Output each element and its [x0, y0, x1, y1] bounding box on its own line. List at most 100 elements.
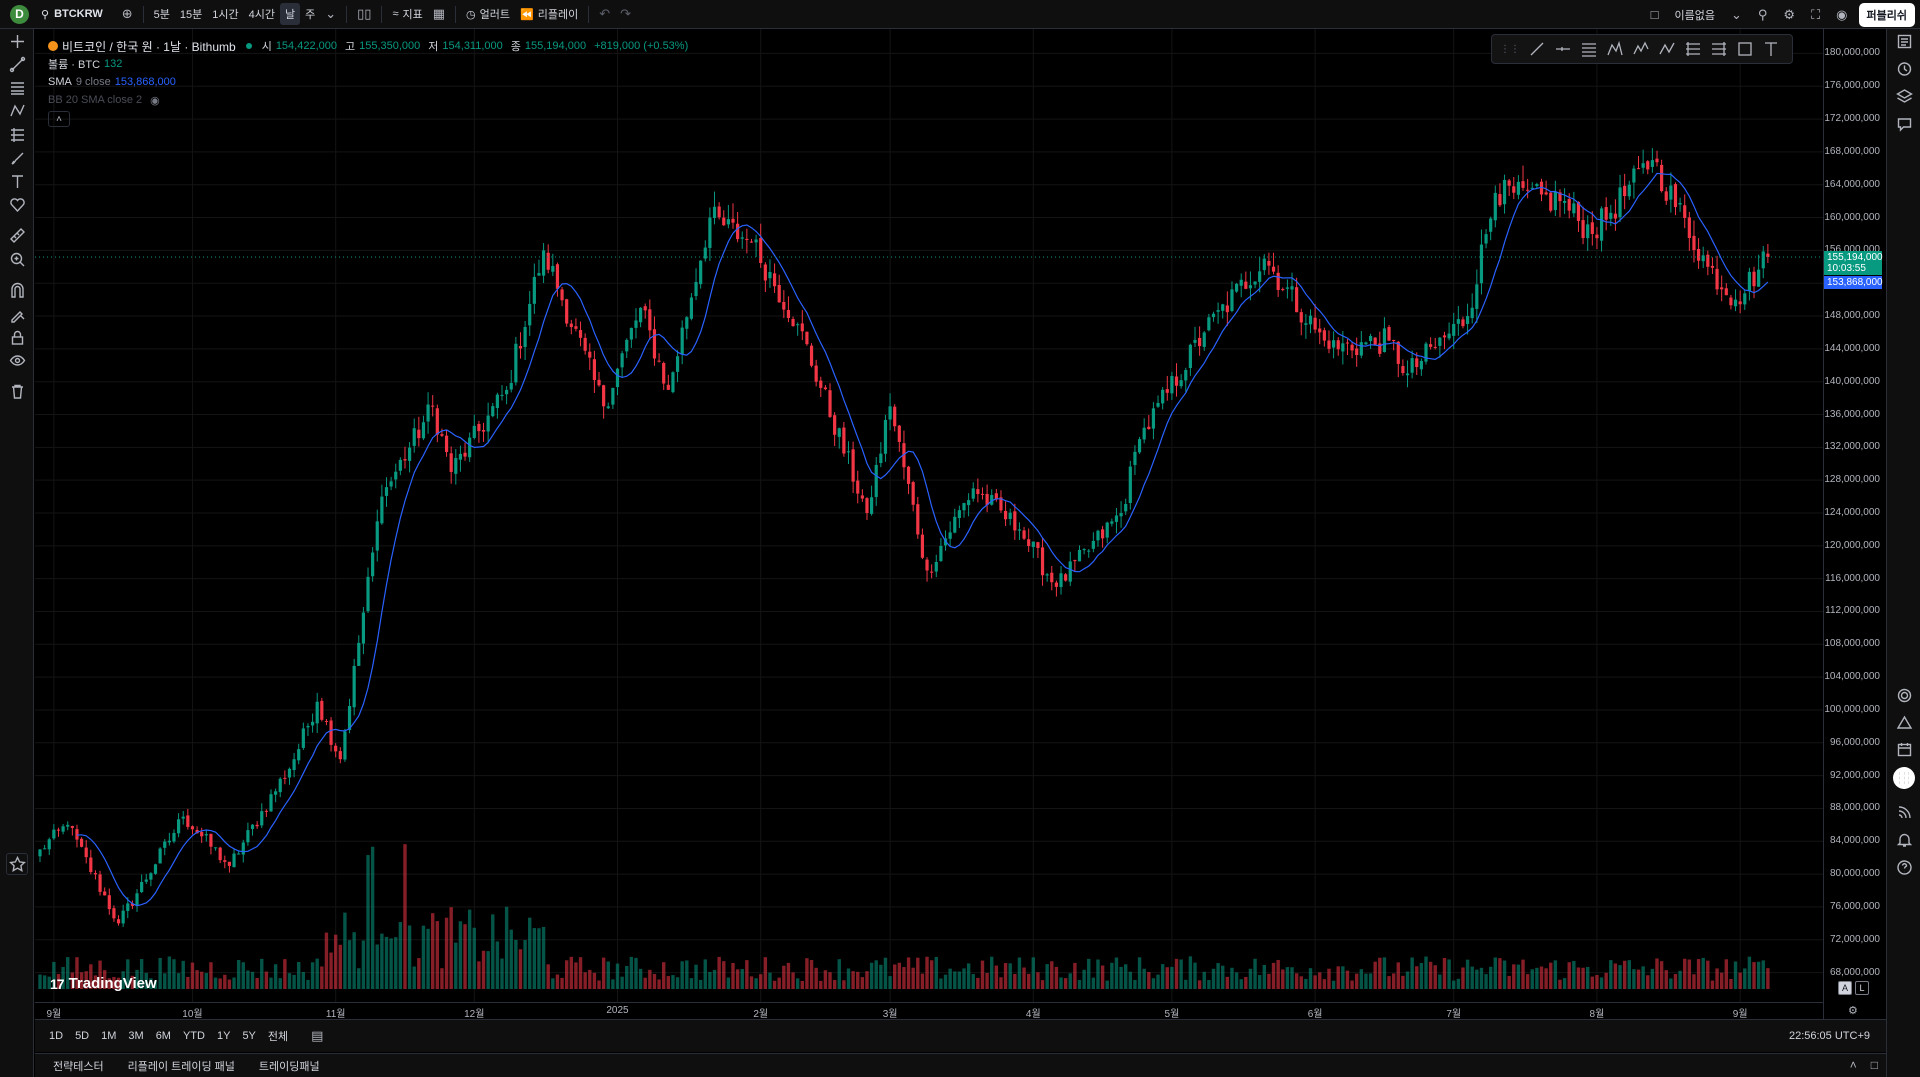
alarm-clock-icon[interactable]: [1896, 60, 1913, 77]
ideas-icon[interactable]: [1896, 714, 1913, 731]
symbol-search[interactable]: ⚲ BTCKRW: [41, 8, 103, 21]
goto-date-icon[interactable]: ▤: [311, 1028, 324, 1043]
range-ytd[interactable]: YTD: [182, 1030, 205, 1042]
range-all[interactable]: 전체: [267, 1031, 289, 1043]
horizontal-ray-icon[interactable]: [1554, 40, 1572, 58]
layout-grid-icon[interactable]: ▦: [432, 6, 446, 21]
range-3m[interactable]: 3M: [128, 1030, 144, 1042]
crosshair-icon[interactable]: [9, 33, 26, 50]
eye-icon[interactable]: [9, 352, 26, 369]
volume-bar: [1248, 968, 1253, 989]
heart-icon[interactable]: [9, 196, 26, 213]
interval-1h[interactable]: 1시간: [212, 9, 239, 21]
compare-symbol-icon[interactable]: ⊕: [121, 6, 133, 21]
trash-icon[interactable]: [9, 383, 26, 400]
tab-strategy-tester[interactable]: 전략테스터: [53, 1060, 104, 1073]
range-5d[interactable]: 5D: [75, 1030, 90, 1042]
publish-button[interactable]: 퍼블리쉬: [1858, 2, 1915, 27]
maximize-panel-icon[interactable]: □: [1870, 1058, 1878, 1072]
chevron-up-icon[interactable]: ˄: [1849, 1058, 1857, 1072]
time-axis[interactable]: 9월 10월 11월 12월 2025 2월 3월 4월 5월 6월 7월 8월 9월: [35, 1002, 1823, 1020]
axis-settings-icon[interactable]: ⚙: [1848, 1005, 1858, 1017]
pitchfork-icon[interactable]: [1606, 40, 1624, 58]
volume-bar: [1170, 966, 1174, 989]
volume-bar: [227, 979, 232, 989]
camera-icon[interactable]: ◉: [1836, 6, 1848, 22]
indicators-button[interactable]: ≈ 지표: [392, 8, 423, 21]
range-6m[interactable]: 6M: [155, 1030, 171, 1042]
tab-replay-trading[interactable]: 리플레이 트레이딩 패널: [127, 1060, 235, 1073]
drag-handle-icon[interactable]: ⋮⋮: [1500, 43, 1520, 55]
quick-search-icon[interactable]: ⚲: [1757, 6, 1768, 22]
fib-channel-icon[interactable]: [1684, 40, 1702, 58]
trendline-icon[interactable]: [9, 56, 26, 73]
fib-retracement-icon[interactable]: [9, 79, 26, 96]
volume-legend-row[interactable]: 볼륨 · BTC 132: [48, 55, 692, 73]
broadcast-icon[interactable]: [1896, 804, 1913, 821]
interval-4h[interactable]: 4시간: [248, 9, 275, 21]
auto-scale-button[interactable]: A: [1838, 981, 1852, 995]
volume-bar: [1026, 973, 1031, 989]
price-axis[interactable]: 180,000,000 176,000,000 172,000,000 168,000…: [1823, 29, 1886, 1019]
draw-mode-lock-icon[interactable]: [9, 306, 26, 323]
zoom-in-icon[interactable]: [9, 251, 26, 268]
trendline-tool-icon[interactable]: [1528, 40, 1546, 58]
candle-body: [1091, 540, 1095, 549]
layout-square-icon[interactable]: □: [1650, 7, 1659, 22]
range-5y[interactable]: 5Y: [242, 1030, 256, 1042]
layout-name-button[interactable]: 이름없음: [1674, 9, 1715, 22]
chart-pane[interactable]: [35, 29, 1823, 1019]
text-icon[interactable]: [9, 173, 26, 190]
range-1d[interactable]: 1D: [49, 1030, 64, 1042]
parallel-channel-icon[interactable]: [1580, 40, 1598, 58]
range-1y[interactable]: 1Y: [216, 1030, 231, 1042]
elliott-wave-icon[interactable]: [1632, 40, 1650, 58]
bell-icon[interactable]: [1896, 831, 1913, 848]
collapse-legend-button[interactable]: ˄: [48, 111, 70, 127]
volume-bar: [1484, 974, 1488, 989]
fullscreen-icon[interactable]: ⛶: [1811, 6, 1821, 22]
interval-15m[interactable]: 15분: [179, 9, 203, 21]
price-chart[interactable]: [35, 29, 1823, 1002]
interval-1d[interactable]: 날: [279, 3, 301, 25]
bb-legend-row[interactable]: BB 20 SMA close 2 ◉: [48, 91, 692, 109]
magnet-icon[interactable]: [9, 282, 26, 299]
tab-trading-panel[interactable]: 트레이딩패널: [258, 1060, 320, 1073]
timezone-clock[interactable]: 22:56:05 UTC+9: [1788, 1030, 1870, 1042]
chevron-down-icon[interactable]: ⌄: [325, 6, 337, 21]
interval-1w[interactable]: 주: [305, 9, 316, 21]
gear-icon[interactable]: ⚙: [1783, 6, 1796, 22]
redo-icon[interactable]: ↷: [620, 6, 632, 21]
candle-style-icon[interactable]: ▯▯: [357, 6, 372, 21]
text-tool-icon[interactable]: [1762, 40, 1780, 58]
user-avatar[interactable]: D: [10, 4, 29, 24]
chevron-down-icon[interactable]: ⌄: [1730, 6, 1742, 22]
help-icon[interactable]: [1896, 859, 1913, 876]
gann-box-icon[interactable]: [1710, 40, 1728, 58]
brush-icon[interactable]: [9, 150, 26, 167]
undo-icon[interactable]: ↶: [599, 6, 611, 21]
apps-grid-icon[interactable]: [1893, 767, 1915, 789]
target-icon[interactable]: [1896, 687, 1913, 704]
star-icon[interactable]: [6, 853, 28, 875]
lock-icon[interactable]: [9, 329, 26, 346]
interval-5m[interactable]: 5분: [153, 9, 170, 21]
log-scale-button[interactable]: L: [1855, 981, 1869, 995]
eye-off-icon[interactable]: ◉: [150, 94, 160, 107]
chat-icon[interactable]: [1896, 116, 1913, 133]
abcd-pattern-icon[interactable]: [1658, 40, 1676, 58]
candle-body: [177, 819, 181, 834]
watchlist-icon[interactable]: [1896, 33, 1913, 50]
calendar-icon[interactable]: [1896, 741, 1913, 758]
rectangle-icon[interactable]: [1736, 40, 1754, 58]
forecast-icon[interactable]: [9, 126, 26, 143]
ruler-icon[interactable]: [9, 227, 26, 244]
range-1m[interactable]: 1M: [101, 1030, 117, 1042]
alerts-button[interactable]: ◷ 얼러트: [466, 8, 511, 22]
replay-button[interactable]: ⏪ 리플레이: [520, 8, 579, 22]
symbol-legend-row[interactable]: 비트코인 / 한국 원 · 1날 · Bithumb 시 154,422,000 …: [48, 37, 692, 55]
layers-icon[interactable]: [1896, 88, 1913, 105]
sma-legend-row[interactable]: SMA 9 close 153,868,000: [48, 73, 692, 91]
pattern-icon[interactable]: [9, 102, 26, 119]
candle-body: [930, 571, 934, 573]
